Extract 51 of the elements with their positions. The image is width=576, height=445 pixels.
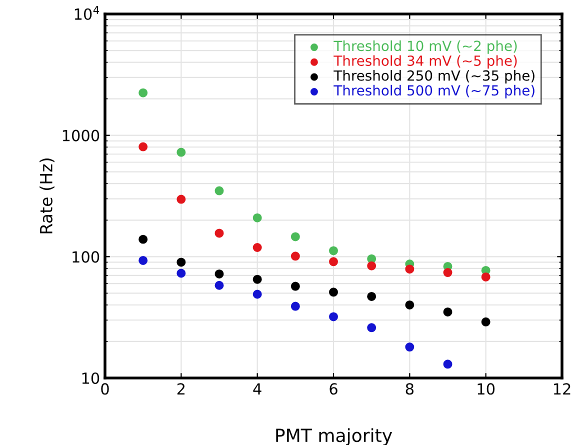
point — [214, 228, 224, 238]
point — [252, 213, 262, 222]
point — [481, 272, 490, 282]
point — [329, 288, 338, 297]
point — [176, 194, 186, 204]
x-tick-label: 12 — [554, 383, 570, 394]
point — [176, 258, 186, 267]
x-tick-label: 6 — [330, 383, 338, 395]
point — [405, 264, 414, 274]
point — [290, 232, 300, 242]
point — [214, 280, 224, 290]
x-tick-label: 4 — [253, 383, 262, 394]
point — [367, 261, 376, 270]
point — [290, 302, 300, 311]
y-tick-label: 10$^{4}$ — [74, 6, 100, 20]
point — [252, 290, 262, 299]
point — [367, 323, 376, 332]
point — [252, 243, 262, 252]
legend-label: Threshold 10 mV (~2 phe) — [334, 40, 517, 54]
point — [252, 274, 262, 284]
point — [443, 307, 452, 316]
y-axis-title: Rate (Hz) — [40, 158, 54, 234]
point — [138, 256, 148, 265]
point — [290, 252, 300, 261]
point — [138, 88, 148, 98]
legend-label: Threshold 250 mV (~35 phe) — [334, 70, 534, 84]
x-tick-label: 2 — [177, 383, 184, 394]
point — [176, 148, 186, 157]
x-tick-label: 10 — [478, 383, 495, 395]
point — [138, 142, 148, 152]
point — [443, 360, 452, 369]
y-tick-label: 100 — [72, 251, 100, 263]
point — [329, 246, 338, 256]
point — [367, 292, 376, 301]
point — [405, 300, 414, 310]
point — [290, 282, 300, 291]
y-tick-label: 10 — [82, 372, 100, 384]
point — [405, 342, 414, 352]
x-tick-label: 0 — [101, 383, 109, 395]
point — [481, 317, 490, 326]
y-tick-label: 1000 — [62, 130, 100, 142]
point — [329, 312, 338, 322]
point — [214, 269, 224, 278]
point — [443, 268, 452, 278]
point — [176, 268, 186, 278]
point — [138, 234, 148, 244]
x-tick-label: 8 — [406, 383, 414, 395]
legend-label: Threshold 500 mV (~75 phe) — [334, 84, 534, 98]
point — [329, 257, 338, 266]
point — [214, 186, 224, 196]
legend-label: Threshold 34 mV (~5 phe) — [334, 55, 517, 69]
